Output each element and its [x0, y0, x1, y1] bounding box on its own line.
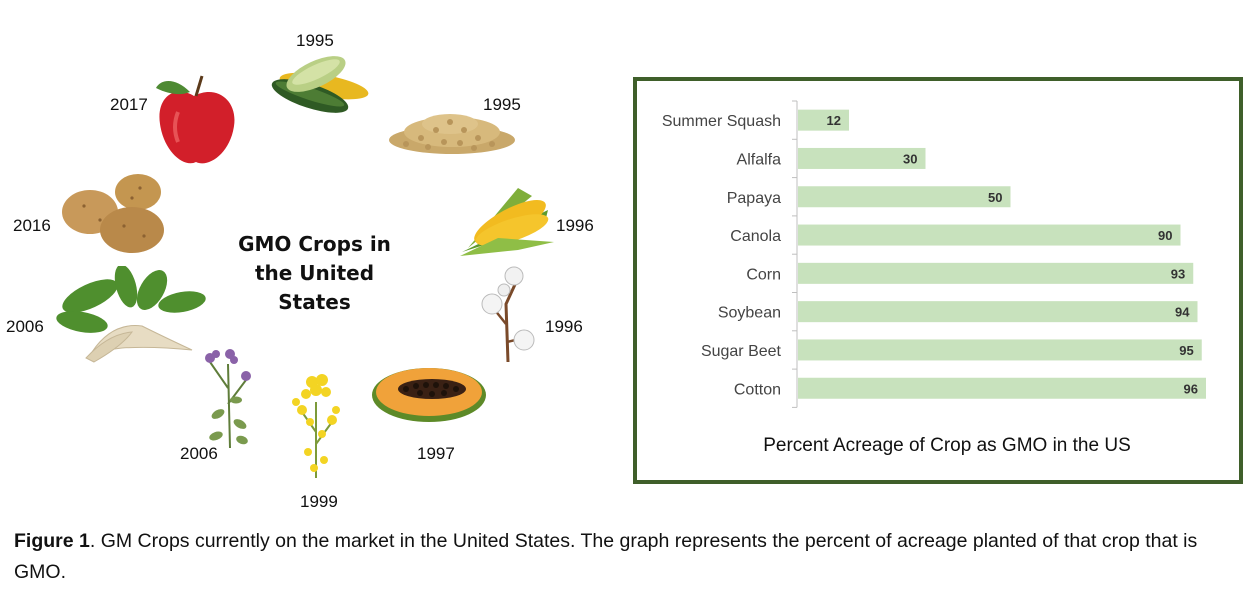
- cotton-icon: [481, 266, 535, 363]
- data-label: 96: [1184, 381, 1198, 396]
- squash-icon: [271, 56, 369, 113]
- data-label: 50: [988, 190, 1002, 205]
- alfalfa-icon: [205, 349, 251, 449]
- soybean-icon: [389, 114, 515, 154]
- chart-frame: Summer Squash Alfalfa Papaya Canola Corn Soyb…: [633, 77, 1243, 484]
- figure-center-title: GMO Crops in the United States: [238, 232, 391, 314]
- bar: [798, 186, 1011, 208]
- year-label-squash: 1995: [296, 31, 334, 50]
- category-label: Alfalfa: [737, 151, 782, 168]
- bar: [798, 301, 1198, 323]
- year-label-canola: 1999: [300, 492, 338, 511]
- category-label: Cotton: [734, 381, 781, 398]
- data-label: 93: [1171, 266, 1185, 281]
- bar: [798, 339, 1202, 361]
- bar: [798, 262, 1194, 284]
- category-label: Summer Squash: [662, 113, 781, 130]
- year-label-soybean: 1995: [483, 95, 521, 114]
- crop-wheel: 1995 1995 1996 1996: [0, 0, 620, 515]
- year-label-papaya: 1997: [417, 444, 455, 463]
- data-label: 30: [903, 151, 917, 166]
- data-label: 90: [1158, 228, 1172, 243]
- figure-caption: Figure 1. GM Crops currently on the mark…: [14, 526, 1244, 588]
- data-label: 95: [1179, 343, 1193, 358]
- apple-icon: [156, 75, 235, 164]
- x-axis-label: Percent Acreage of Crop as GMO in the US: [763, 435, 1131, 456]
- category-label: Sugar Beet: [701, 343, 782, 360]
- papaya-icon: [372, 368, 486, 422]
- year-label-apple: 2017: [110, 95, 148, 114]
- year-label-corn: 1996: [556, 216, 594, 235]
- data-label: 12: [827, 113, 841, 128]
- potato-icon: [62, 174, 164, 253]
- sugar-beet-icon: [56, 266, 206, 363]
- bar: [798, 109, 849, 131]
- category-label: Corn: [746, 266, 781, 283]
- canola-icon: [292, 374, 340, 478]
- category-label: Soybean: [718, 305, 781, 322]
- data-label: 94: [1175, 305, 1190, 320]
- corn-icon: [460, 188, 554, 256]
- bar: [798, 377, 1206, 399]
- year-label-potato: 2016: [13, 216, 51, 235]
- year-label-cotton: 1996: [545, 317, 583, 336]
- category-label: Papaya: [727, 190, 781, 207]
- bar: [798, 224, 1181, 246]
- caption-label: Figure 1: [14, 530, 90, 552]
- year-label-alfalfa: 2006: [180, 444, 218, 463]
- category-label: Canola: [730, 228, 781, 245]
- bar: [798, 147, 926, 169]
- bar-chart: Summer Squash Alfalfa Papaya Canola Corn Soyb…: [662, 100, 1206, 456]
- caption-text: . GM Crops currently on the market in th…: [14, 530, 1198, 583]
- year-label-sugar-beet: 2006: [6, 317, 44, 336]
